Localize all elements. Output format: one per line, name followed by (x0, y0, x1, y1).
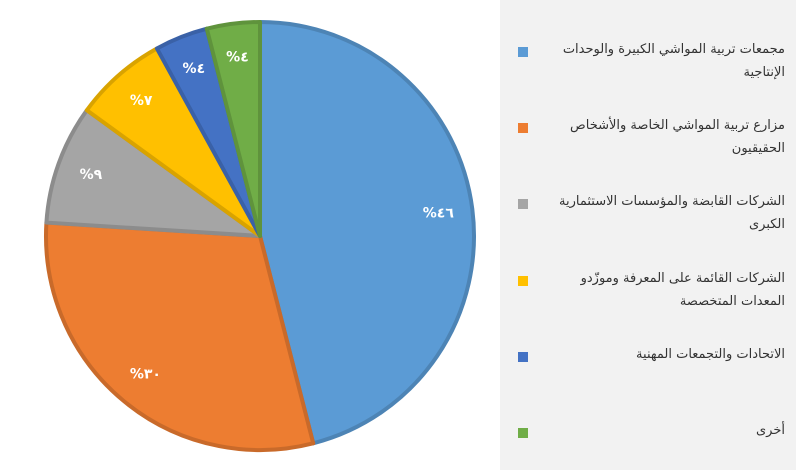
legend-label: الشركات القابضة والمؤسسات الاستثمارية ال… (559, 194, 785, 233)
data-label: %٧ (130, 93, 153, 109)
legend-swatch (518, 428, 528, 438)
data-label: %٣٠ (130, 367, 161, 383)
legend-swatch (518, 199, 528, 210)
legend-swatch (518, 123, 528, 134)
legend: مجمعات تربية المواشي الكبيرة والوحدات ال… (500, 0, 796, 470)
data-label: %٩ (80, 167, 103, 183)
chart: %٤٦ %٣٠ %٩ %٧ %٤ %٤ (44, 20, 476, 452)
legend-swatch (518, 275, 528, 286)
legend-swatch (518, 351, 528, 362)
data-label: %٤ (226, 50, 249, 66)
data-label: %٤٦ (423, 205, 455, 221)
legend-label: الشركات القائمة على المعرفة وموزّدو المع… (580, 270, 785, 309)
pie-slice (204, 20, 262, 238)
legend-label: مجمعات تربية المواشي الكبيرة والوحدات ال… (562, 42, 785, 80)
pie-slice (258, 20, 476, 446)
legend-label: أخرى (756, 423, 785, 438)
pie-slice (44, 108, 262, 238)
legend-label: الاتحادات والتجمعات المهنية (636, 346, 785, 362)
legend-label: مزارع تربية المواشي الخاصة والأشخاص الحق… (570, 118, 785, 157)
data-label: %٤ (183, 61, 206, 77)
pie-slice (44, 220, 316, 452)
legend-swatch (518, 47, 528, 57)
